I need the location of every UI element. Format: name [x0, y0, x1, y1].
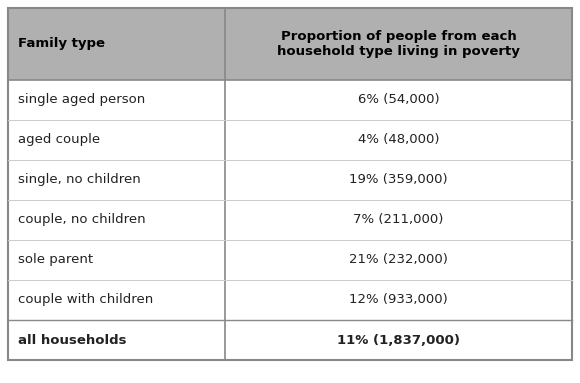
- Text: 11% (1,837,000): 11% (1,837,000): [337, 334, 460, 347]
- Bar: [8, 320, 572, 360]
- Text: couple with children: couple with children: [18, 293, 153, 306]
- Bar: [8, 240, 572, 280]
- Text: 21% (232,000): 21% (232,000): [349, 254, 448, 267]
- Text: sole parent: sole parent: [18, 254, 93, 267]
- Text: Proportion of people from each
household type living in poverty: Proportion of people from each household…: [277, 30, 520, 58]
- Text: 6% (54,000): 6% (54,000): [358, 93, 440, 106]
- Text: couple, no children: couple, no children: [18, 213, 146, 226]
- Text: 19% (359,000): 19% (359,000): [349, 173, 448, 187]
- Text: all households: all households: [18, 334, 126, 347]
- Bar: [8, 80, 572, 120]
- Bar: [8, 280, 572, 320]
- Text: Family type: Family type: [18, 38, 105, 51]
- Bar: [8, 200, 572, 240]
- Text: 7% (211,000): 7% (211,000): [353, 213, 444, 226]
- Bar: [8, 8, 572, 80]
- Text: 12% (933,000): 12% (933,000): [349, 293, 448, 306]
- Text: 4% (48,000): 4% (48,000): [358, 134, 439, 147]
- Bar: [8, 120, 572, 160]
- Text: aged couple: aged couple: [18, 134, 100, 147]
- Text: single aged person: single aged person: [18, 93, 145, 106]
- Text: single, no children: single, no children: [18, 173, 141, 187]
- Bar: [8, 160, 572, 200]
